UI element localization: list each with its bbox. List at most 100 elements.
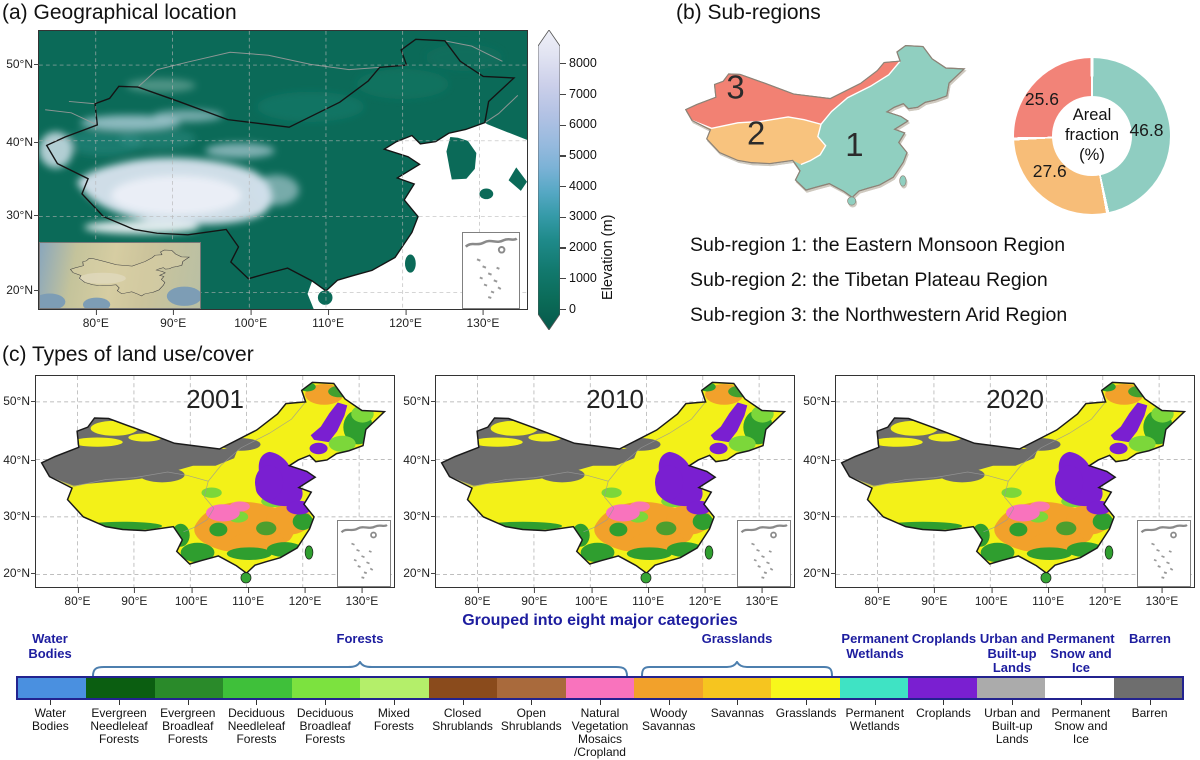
latitude-axis: 50°N 40°N 30°N 20°N	[398, 375, 436, 588]
legend-group-snow-ice: Permanent Snow and Ice	[1047, 631, 1114, 676]
axis-tick-label: 100°E	[574, 588, 608, 608]
south-china-sea-inset-graphic	[1140, 523, 1189, 580]
latitude-axis: 50°N 40°N 30°N 20°N	[798, 375, 836, 588]
legend-item-label: Savannas	[710, 706, 765, 720]
legend-tick	[1115, 700, 1184, 706]
legend-group-croplands: Croplands	[911, 631, 977, 676]
longitude-axis: 80°E 90°E 100°E 110°E 120°E 130°E	[835, 588, 1195, 608]
donut-center-label: Areal fraction (%)	[1052, 96, 1132, 176]
donut-value-region3: 25.6	[1024, 89, 1059, 110]
legend-item-label: Permanent Wetlands	[845, 706, 905, 733]
grasslands-brace	[641, 661, 833, 676]
legend-group-urban: Urban and Built-up Lands	[979, 631, 1045, 676]
landcover-map-2001: 2001 50°N 40°N 30°N 20°N 80°E 90°E 100°E 110°E…	[3, 375, 395, 608]
subregion-3-caption: Sub-region 3: the Northwestern Arid Regi…	[690, 304, 1068, 326]
legend-tick	[428, 700, 497, 706]
axis-tick-label: 120°E	[688, 588, 722, 608]
axis-tick-label: 30°N	[3, 508, 36, 523]
legend-item-label: Deciduous Broadleaf Forests	[296, 706, 354, 746]
axis-tick-label: 110°E	[232, 588, 265, 608]
legend-swatch	[839, 678, 909, 698]
axis-tick-label: 90°E	[521, 588, 548, 608]
legend-tick	[360, 700, 429, 706]
elevation-map-frame	[38, 30, 528, 310]
latitude-axis: 50°N 40°N 30°N 20°N	[0, 375, 36, 588]
south-china-sea-inset	[337, 520, 391, 587]
legend-tick	[909, 700, 978, 706]
legend-tick	[497, 700, 566, 706]
axis-tick-label: 30°N	[6, 207, 39, 222]
south-china-sea-inset-graphic	[340, 523, 389, 580]
axis-tick-label: 0	[560, 302, 597, 316]
axis-tick-label: 130°E	[1145, 588, 1179, 608]
legend-group-water-bodies: Water Bodies	[28, 631, 71, 676]
legend-swatch	[565, 678, 635, 698]
axis-tick-label: 6000	[560, 118, 597, 131]
legend-item-label: Barren	[1131, 706, 1168, 720]
forests-brace	[92, 661, 628, 676]
subregion-map: 1 2 3	[676, 36, 978, 206]
group-label: Grasslands	[701, 631, 773, 646]
axis-tick-label: 100°E	[974, 588, 1008, 608]
axis-tick-label: 100°E	[174, 588, 208, 608]
legend-item-label: Open Shrublands	[500, 706, 562, 733]
legend-item-label: Water Bodies	[32, 706, 69, 733]
axis-tick-label: 20°N	[3, 566, 36, 581]
group-label: Forests	[336, 631, 384, 646]
legend-tick	[634, 700, 703, 706]
colorbar-ticks: 8000 7000 6000 5000 4000 3000 2000 1000 0	[560, 57, 597, 316]
legend-item-label: Deciduous Needleleaf Forests	[227, 706, 286, 746]
legend-tick	[291, 700, 360, 706]
legend-item-label: Evergreen Needleleaf Forests	[90, 706, 148, 746]
axis-tick-label: 80°E	[864, 588, 891, 608]
map-year-label: 2010	[586, 384, 644, 414]
subregion-caption: Sub-region 1: the Eastern Monsoon Region…	[690, 228, 1067, 333]
axis-tick-label: 130°E	[345, 588, 379, 608]
legend-swatch	[154, 678, 224, 698]
axis-tick-label: 3000	[560, 210, 597, 223]
legend-item-label: Grasslands	[775, 706, 837, 720]
axis-tick-label: 40°N	[3, 453, 36, 468]
subregion-2-number: 2	[747, 114, 765, 151]
subregion-1-number: 1	[845, 126, 863, 163]
legend-group-grasslands: Grasslands	[639, 631, 835, 676]
legend-tick	[16, 700, 85, 706]
legend-swatch	[1045, 678, 1114, 698]
landcover-map-2010-frame: 2010	[435, 375, 795, 588]
axis-tick-label: 40°N	[6, 135, 39, 149]
group-label: Urban and Built-up Lands	[979, 631, 1045, 676]
legend-group-labels: Water Bodies Forests Grasslands Permanen…	[16, 631, 1184, 676]
axis-tick-label: 50°N	[6, 56, 39, 71]
legend-item-label: Permanent Snow and Ice	[1051, 706, 1111, 746]
legend-tick	[978, 700, 1047, 706]
longitude-axis: 80°E 90°E 100°E 110°E 120°E 130°E	[435, 588, 795, 608]
subregion-2-caption: Sub-region 2: the Tibetan Plateau Region	[690, 269, 1048, 291]
elevation-map: 50°N 40°N 30°N 20°N 80°E 90°E 100°E 110°E 120°E…	[6, 30, 528, 330]
panel-c-title: (c) Types of land use/cover	[2, 343, 254, 366]
axis-tick-label: 120°E	[389, 310, 422, 330]
south-china-sea-inset-graphic	[740, 523, 789, 580]
axis-tick-label: 120°E	[288, 588, 322, 608]
areal-fraction-chart: Areal fraction (%) 46.8 27.6 25.6	[1014, 58, 1170, 214]
south-china-sea-inset	[737, 520, 791, 587]
legend-tick	[85, 700, 154, 706]
longitude-axis: 80°E 90°E 100°E 110°E 120°E 130°E	[38, 310, 528, 330]
axis-tick-label: 80°E	[64, 588, 91, 608]
landcover-map-2020-frame: 2020	[835, 375, 1195, 588]
axis-tick-label: 90°E	[921, 588, 948, 608]
subregion-3-number: 3	[726, 69, 744, 106]
axis-tick-label: 2000	[560, 241, 597, 254]
subregion-2-area	[692, 116, 826, 165]
group-label: Croplands	[911, 631, 977, 646]
legend-swatch	[702, 678, 772, 698]
axis-tick-label: 5000	[560, 149, 597, 162]
group-label: Barren	[1129, 631, 1171, 646]
panel-a-title: (a) Geographical location	[2, 1, 237, 24]
legend-tick	[566, 700, 635, 706]
legend-swatch-row	[16, 676, 1184, 700]
axis-tick-label: 20°N	[803, 566, 836, 581]
axis-tick-label: 110°E	[632, 588, 665, 608]
longitude-axis: 80°E 90°E 100°E 110°E 120°E 130°E	[35, 588, 395, 608]
axis-tick-label: 1000	[560, 272, 597, 285]
